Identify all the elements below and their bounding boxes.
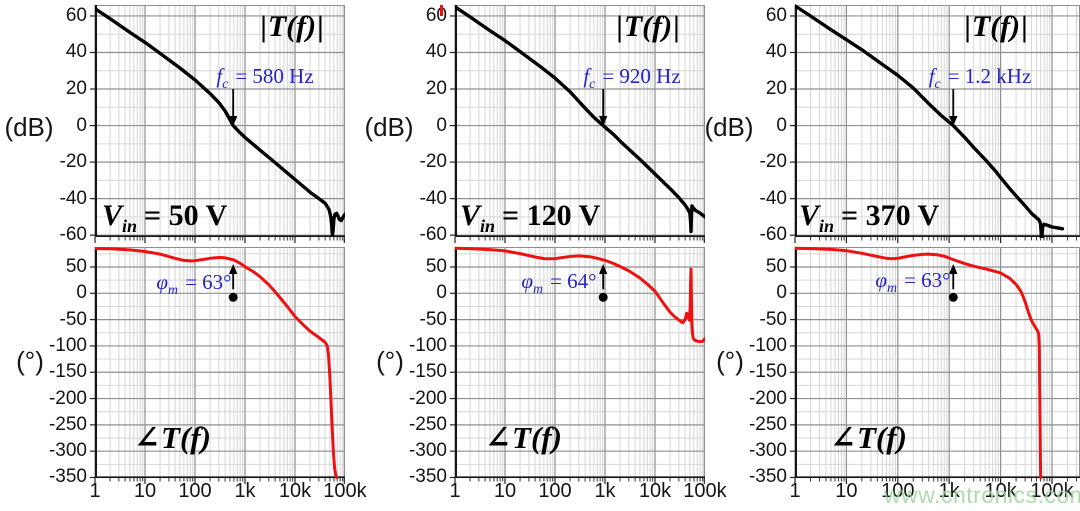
y-tick-label: -150 (408, 361, 447, 383)
y-tick-label: 0 (76, 282, 87, 304)
mag-plot-title: |T(f)| (616, 10, 680, 43)
phase-axis-unit-label: (°) (16, 346, 44, 376)
vin-annotation: Vin = 50 V (102, 199, 228, 236)
y-tick-label: -20 (419, 151, 447, 173)
x-tick-label: 10k (984, 480, 1017, 502)
phase-plot-title: ∠T(f) (485, 420, 562, 455)
mag-axis-unit-label: (dB) (704, 112, 754, 142)
y-tick-label: 40 (65, 41, 87, 63)
y-tick-label: 20 (425, 78, 447, 100)
y-tick-label: 50 (765, 255, 787, 277)
y-tick-label: -150 (48, 361, 87, 383)
x-tick-label: 1k (594, 480, 616, 502)
y-tick-label: -200 (748, 387, 787, 409)
phase-plot-title: ∠T(f) (134, 420, 211, 455)
magnitude-chart (450, 5, 705, 243)
mag-plot-title: |T(f)| (964, 10, 1028, 43)
y-tick-label: -20 (759, 151, 787, 173)
y-tick-label: -200 (408, 387, 447, 409)
phase-chart (450, 246, 705, 484)
y-tick-label: -50 (59, 308, 87, 330)
bode-column-vin-120: (dB) (°) |T(f)| fc = 920 Hz Vin = 120 V φm… (364, 0, 726, 511)
y-tick-label: -300 (48, 440, 87, 462)
x-tick-label: 100k (683, 480, 727, 502)
y-tick-label: 60 (765, 4, 787, 26)
phase-margin-annotation: φm = 63° (156, 269, 232, 298)
vin-annotation: Vin = 370 V (799, 199, 940, 236)
phase-axis-unit-label: (°) (376, 346, 404, 376)
mag-plot-title: |T(f)| (260, 10, 324, 43)
magnitude-chart (90, 5, 345, 243)
watermark-text: www.cntronics.com (884, 482, 1080, 508)
y-tick-label: 0 (776, 114, 787, 136)
y-tick-label: -250 (748, 413, 787, 435)
y-tick-label: 50 (65, 255, 87, 277)
x-tick-label: 100k (323, 480, 367, 502)
x-tick-label: 1 (449, 480, 461, 502)
y-tick-label: 0 (76, 114, 87, 136)
stray-red-mark (440, 5, 443, 16)
y-tick-label: -40 (419, 187, 447, 209)
phase-chart (90, 247, 345, 484)
y-tick-label: 40 (765, 41, 787, 63)
x-tick-label: 1 (89, 480, 101, 502)
phase-chart (790, 246, 1080, 484)
y-tick-label: -350 (748, 466, 787, 488)
y-tick-label: -200 (48, 387, 87, 409)
x-tick-label: 10 (493, 480, 517, 502)
x-tick-label: 100k (1030, 480, 1074, 502)
bode-column-vin-370: (dB) (°) |T(f)| fc = 1.2 kHz Vin = 370 V φ… (704, 0, 1080, 511)
y-tick-label: -300 (408, 440, 447, 462)
y-tick-label: -350 (408, 466, 447, 488)
y-tick-label: -40 (59, 187, 87, 209)
y-tick-label: 50 (425, 255, 447, 277)
y-tick-label: -20 (59, 151, 87, 173)
crossover-freq-annotation: fc = 920 Hz (583, 63, 681, 92)
y-tick-label: -100 (48, 334, 87, 356)
x-tick-label: 100 (881, 480, 915, 502)
x-tick-label: 10k (278, 480, 312, 502)
bode-column-vin-50: (dB) (°) |T(f)| fc = 580 Hz Vin = 50 V φm =… (4, 0, 366, 511)
y-tick-label: 60 (65, 4, 87, 26)
mag-axis-unit-label: (dB) (4, 112, 54, 142)
vin-annotation: Vin = 120 V (460, 199, 601, 236)
y-tick-label: -250 (48, 413, 87, 435)
y-tick-label: -60 (419, 224, 447, 246)
phase-margin-annotation: φm = 63° (875, 267, 951, 296)
y-tick-label: -250 (408, 413, 447, 435)
y-tick-label: 20 (65, 78, 87, 100)
phase-margin-annotation: φm = 64° (521, 268, 597, 297)
y-tick-label: 0 (436, 282, 447, 304)
phase-axis-unit-label: (°) (716, 346, 744, 376)
y-tick-label: -300 (748, 440, 787, 462)
y-tick-label: -350 (48, 466, 87, 488)
y-tick-label: 0 (436, 114, 447, 136)
x-tick-label: 100 (178, 480, 212, 502)
y-tick-label: -50 (419, 308, 447, 330)
y-tick-label: -150 (748, 361, 787, 383)
crossover-freq-annotation: fc = 1.2 kHz (928, 63, 1032, 92)
y-tick-label: -100 (408, 334, 447, 356)
x-tick-label: 10 (133, 480, 157, 502)
magnitude-chart (790, 4, 1080, 243)
y-tick-label: -40 (759, 187, 787, 209)
y-tick-label: -100 (748, 334, 787, 356)
x-tick-label: 1k (938, 480, 960, 502)
y-tick-label: 20 (765, 78, 787, 100)
y-tick-label: -60 (59, 224, 87, 246)
crossover-freq-annotation: fc = 580 Hz (216, 63, 314, 92)
phase-plot-title: ∠T(f) (830, 420, 907, 455)
y-tick-label: -50 (759, 308, 787, 330)
y-tick-label: 60 (425, 4, 447, 26)
y-tick-label: 0 (776, 282, 787, 304)
x-tick-label: 10k (638, 480, 672, 502)
y-tick-label: 40 (425, 41, 447, 63)
x-tick-label: 10 (835, 480, 858, 502)
x-tick-label: 1k (234, 480, 256, 502)
x-tick-label: 1 (789, 480, 801, 502)
y-tick-label: -60 (759, 224, 787, 246)
x-tick-label: 100 (538, 480, 572, 502)
mag-axis-unit-label: (dB) (364, 112, 414, 142)
